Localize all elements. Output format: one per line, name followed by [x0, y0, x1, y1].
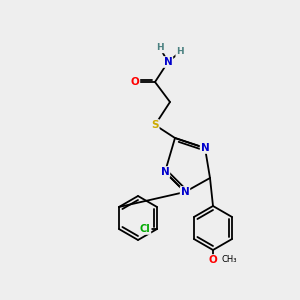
Text: N: N: [164, 57, 172, 67]
Text: H: H: [176, 47, 184, 56]
Text: S: S: [151, 120, 159, 130]
Text: N: N: [201, 143, 209, 153]
Text: N: N: [181, 187, 189, 197]
Text: CH₃: CH₃: [221, 256, 236, 265]
Text: O: O: [130, 77, 140, 87]
Text: N: N: [160, 167, 169, 177]
Text: H: H: [156, 44, 164, 52]
Text: Cl: Cl: [140, 224, 150, 234]
Text: O: O: [208, 255, 217, 265]
